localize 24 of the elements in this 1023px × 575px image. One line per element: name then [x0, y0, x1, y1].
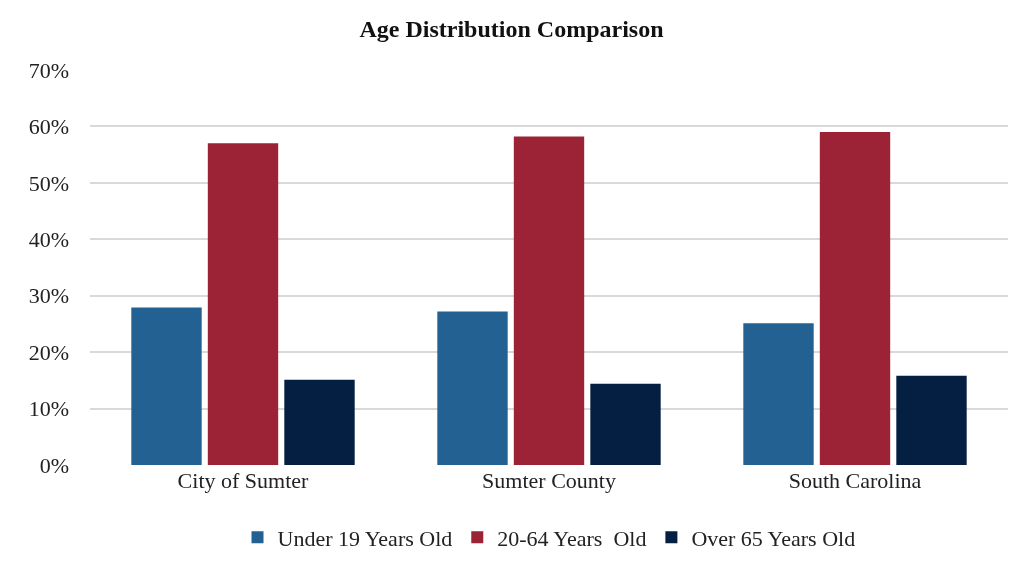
- bar: [590, 383, 661, 465]
- bar: [437, 311, 508, 465]
- y-tick-label: 20%: [28, 339, 69, 365]
- x-tick-label: Sumter County: [482, 468, 616, 493]
- bar: [207, 143, 279, 465]
- legend-label: Under 19 Years Old: [277, 525, 453, 551]
- bar: [284, 379, 355, 465]
- bar: [131, 307, 202, 465]
- chart-title: Age Distribution Comparison: [359, 15, 664, 42]
- bar: [743, 323, 814, 465]
- x-tick-label: City of Sumter: [177, 468, 310, 493]
- y-tick-label: 50%: [28, 170, 69, 196]
- y-tick-label: 60%: [28, 114, 69, 140]
- bar: [513, 136, 585, 465]
- legend-label: Over 65 Years Old: [691, 525, 856, 551]
- bar: [896, 375, 967, 465]
- y-tick-label: 70%: [28, 57, 69, 83]
- x-tick-label: South Carolina: [788, 468, 922, 493]
- legend-label: 20-64 Years Old: [497, 525, 647, 551]
- y-tick-label: 40%: [28, 226, 69, 252]
- bar: [819, 132, 891, 465]
- y-tick-label: 10%: [28, 396, 69, 422]
- y-tick-label: 0%: [39, 452, 69, 478]
- y-tick-label: 30%: [28, 283, 69, 309]
